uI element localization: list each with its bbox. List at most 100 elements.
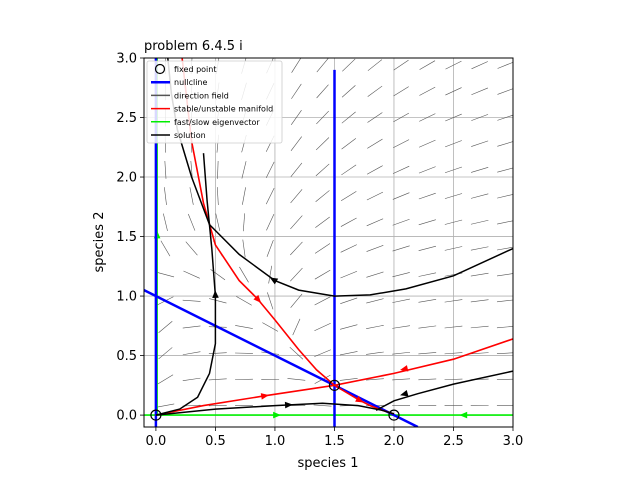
field-segment bbox=[315, 137, 330, 151]
solution-curve-arrow bbox=[269, 277, 279, 285]
legend: fixed point nullcline direction field stabl… bbox=[146, 60, 283, 144]
field-segment bbox=[497, 167, 513, 173]
y-tick-label: 2.5 bbox=[116, 111, 137, 126]
field-segment bbox=[496, 299, 513, 303]
legend-label: direction field bbox=[174, 91, 229, 100]
field-segment bbox=[190, 160, 193, 179]
solution-curve-arrow bbox=[284, 401, 293, 409]
field-segment bbox=[471, 87, 489, 95]
field-segment bbox=[418, 139, 436, 148]
field-segment bbox=[340, 297, 358, 304]
field-segment bbox=[265, 161, 275, 179]
field-segment bbox=[367, 59, 383, 71]
field-segment bbox=[418, 299, 437, 303]
field-segment bbox=[341, 138, 357, 150]
manifold-curve bbox=[155, 338, 513, 416]
field-segment bbox=[265, 187, 275, 205]
field-segment bbox=[341, 85, 356, 98]
field-segment bbox=[366, 165, 383, 175]
field-segment bbox=[366, 271, 384, 278]
field-segment bbox=[393, 112, 410, 123]
field-segment bbox=[314, 349, 331, 357]
field-segment bbox=[366, 298, 384, 304]
eigenvector-line-arrow bbox=[273, 411, 281, 419]
field-segment bbox=[392, 192, 410, 200]
field-segment bbox=[182, 299, 201, 302]
field-segment bbox=[185, 241, 198, 256]
field-segment bbox=[419, 86, 436, 96]
direction-field bbox=[156, 58, 513, 408]
field-segment bbox=[392, 272, 410, 278]
field-segment bbox=[163, 213, 168, 232]
field-segment bbox=[471, 140, 489, 147]
field-segment bbox=[471, 114, 489, 121]
field-segment bbox=[268, 265, 272, 284]
field-segment bbox=[392, 218, 410, 226]
field-segment bbox=[340, 217, 357, 227]
field-segment bbox=[418, 325, 437, 329]
field-segment bbox=[316, 110, 329, 125]
field-segment bbox=[290, 162, 303, 178]
field-segment bbox=[418, 192, 436, 200]
field-segment bbox=[393, 86, 409, 97]
field-segment bbox=[287, 378, 306, 381]
fixed-point-marker bbox=[328, 379, 341, 391]
field-segment bbox=[208, 352, 227, 354]
field-segment bbox=[445, 87, 462, 96]
y-tick-label: 0.5 bbox=[116, 349, 137, 364]
field-segment bbox=[366, 325, 384, 330]
fixed-points bbox=[150, 379, 400, 421]
field-segment bbox=[366, 245, 384, 252]
field-segment bbox=[266, 214, 275, 231]
manifold-curve-arrow bbox=[400, 365, 409, 372]
field-segment bbox=[188, 213, 196, 231]
field-segment bbox=[290, 215, 303, 230]
field-segment bbox=[470, 272, 489, 277]
plot-frame bbox=[143, 57, 514, 428]
y-axis-label: species 2 bbox=[92, 212, 107, 273]
field-segment bbox=[315, 163, 330, 177]
field-segment bbox=[444, 193, 463, 199]
field-segment bbox=[262, 322, 279, 332]
field-segment bbox=[314, 323, 331, 332]
fixed-point-marker bbox=[388, 409, 400, 421]
y-tick-label: 0.0 bbox=[116, 409, 137, 424]
field-segment bbox=[241, 161, 247, 179]
field-segment bbox=[340, 191, 357, 202]
field-segment bbox=[342, 58, 356, 72]
field-segment bbox=[496, 352, 513, 355]
field-segment bbox=[236, 296, 252, 306]
field-segment bbox=[156, 272, 175, 278]
field-segment bbox=[366, 218, 384, 227]
x-tick-label: 0.5 bbox=[205, 434, 226, 449]
field-segment bbox=[445, 113, 462, 122]
field-segment bbox=[316, 84, 329, 99]
field-segment bbox=[444, 246, 463, 251]
field-segment bbox=[445, 60, 462, 70]
field-segment bbox=[291, 58, 302, 73]
field-segment bbox=[164, 187, 167, 205]
legend-marker bbox=[154, 63, 166, 75]
field-segment bbox=[160, 240, 171, 257]
field-segment bbox=[339, 351, 358, 356]
field-segment bbox=[290, 293, 303, 308]
field-segment bbox=[470, 299, 489, 303]
field-segment bbox=[341, 111, 356, 124]
y-tick-label: 1.5 bbox=[116, 230, 137, 245]
field-segment bbox=[290, 241, 303, 256]
field-segment bbox=[242, 213, 245, 232]
field-segment bbox=[290, 267, 303, 282]
field-segment bbox=[418, 378, 437, 381]
field-segment bbox=[497, 114, 513, 121]
field-segment bbox=[392, 378, 411, 381]
legend-label: fixed point bbox=[174, 65, 216, 74]
solution-curve bbox=[155, 402, 395, 416]
field-segment bbox=[157, 374, 174, 385]
field-segment bbox=[182, 377, 201, 381]
legend-label: stable/unstable manifold bbox=[174, 105, 273, 114]
field-segment bbox=[497, 194, 513, 199]
field-segment bbox=[366, 191, 384, 201]
field-segment bbox=[471, 167, 489, 173]
field-segment bbox=[235, 325, 253, 329]
